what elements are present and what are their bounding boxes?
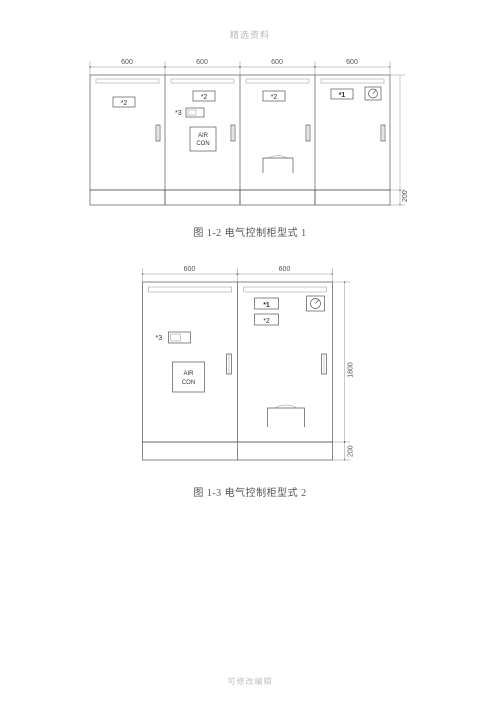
figure-1: 600 600 600 600 <box>75 55 425 239</box>
fig1-dimensions-top: 600 600 600 600 <box>90 59 390 75</box>
svg-text:*1: *1 <box>339 92 346 99</box>
svg-text:600: 600 <box>184 266 196 273</box>
fig2-dimensions-top: 600 600 <box>143 266 333 282</box>
svg-text:*3: *3 <box>156 335 163 342</box>
svg-text:600: 600 <box>279 266 291 273</box>
fig1-panel-3: *2 <box>263 91 310 173</box>
fig1-panel-4: *1 <box>331 87 385 141</box>
svg-text:*2: *2 <box>201 94 208 101</box>
svg-text:600: 600 <box>271 59 283 66</box>
figure-1-svg: 600 600 600 600 <box>75 55 425 220</box>
fig2-panel-right: *1 *2 <box>255 296 327 427</box>
svg-text:*2: *2 <box>263 318 270 325</box>
svg-text:600: 600 <box>121 59 133 66</box>
svg-text:*2: *2 <box>271 94 278 101</box>
svg-text:AIR: AIR <box>198 133 209 139</box>
svg-text:*3: *3 <box>175 110 182 117</box>
svg-text:*2: *2 <box>121 100 128 107</box>
fig1-panel-2: *2 *3 AIR CON <box>175 91 235 151</box>
fig1-panel-1: *2 <box>113 97 160 141</box>
figure-2-caption: 图 1-3 电气控制柜型式 2 <box>123 484 378 499</box>
svg-text:AIR: AIR <box>183 371 194 377</box>
page-footer: 可修改编辑 <box>0 676 500 687</box>
svg-text:600: 600 <box>346 59 358 66</box>
figure-2: 600 600 *3 AIR CON <box>123 262 378 499</box>
fig2-cabinets <box>143 282 333 460</box>
figure-1-caption: 图 1-2 电气控制柜型式 1 <box>75 224 425 239</box>
page-header: 精选资料 <box>0 28 500 41</box>
svg-text:CON: CON <box>182 380 195 386</box>
svg-text:200: 200 <box>348 445 355 457</box>
fig1-dimensions-right: 200 <box>390 75 409 205</box>
svg-text:CON: CON <box>196 141 209 147</box>
document-page: 精选资料 <box>0 0 500 707</box>
svg-text:600: 600 <box>196 59 208 66</box>
fig2-panel-left: *3 AIR CON <box>156 332 232 392</box>
fig2-dimensions-right: 1800 200 <box>333 282 355 460</box>
figure-2-svg: 600 600 *3 AIR CON <box>123 262 378 474</box>
svg-text:*1: *1 <box>263 302 270 309</box>
svg-text:200: 200 <box>402 190 409 202</box>
svg-text:1800: 1800 <box>348 362 355 378</box>
